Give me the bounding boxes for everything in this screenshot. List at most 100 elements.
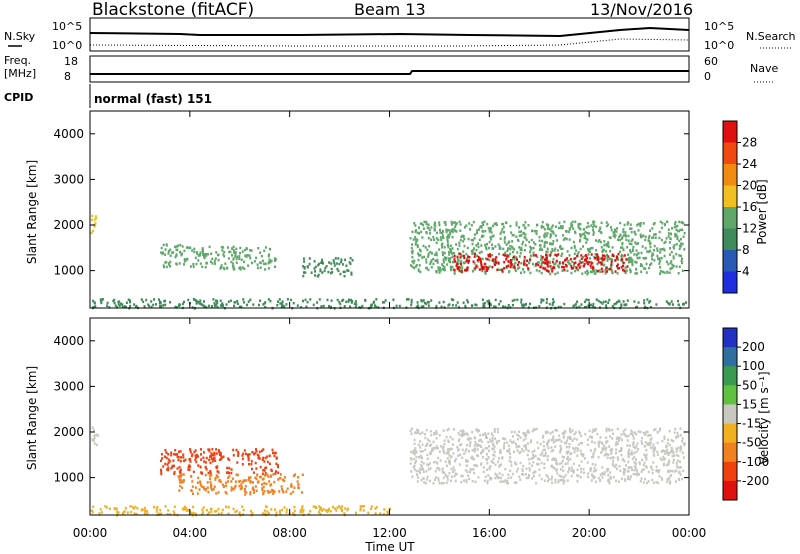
data-cell-velocity <box>465 480 468 484</box>
data-cell-velocity <box>237 450 240 454</box>
data-cell-power <box>540 224 543 228</box>
data-cell-velocity <box>188 458 191 461</box>
data-cell-power <box>203 304 206 308</box>
data-cell-velocity <box>247 478 250 482</box>
data-cell-power <box>204 266 207 269</box>
data-cell-velocity <box>601 449 604 453</box>
nave-tick-low: 0 <box>704 70 711 83</box>
data-cell-velocity <box>503 447 505 450</box>
data-cell-velocity <box>176 455 179 459</box>
data-cell-velocity <box>420 479 423 482</box>
data-cell-power <box>669 237 672 240</box>
data-cell-velocity <box>649 441 652 444</box>
data-cell-power <box>415 241 418 244</box>
data-cell-velocity <box>533 474 535 478</box>
data-cell-power <box>223 250 226 254</box>
data-cell-power <box>517 239 520 242</box>
data-cell-velocity <box>581 442 583 445</box>
data-cell-power <box>613 302 616 306</box>
data-cell-power <box>227 300 230 303</box>
data-cell-velocity <box>607 474 610 477</box>
data-cell-power <box>427 253 430 256</box>
data-cell-velocity <box>618 450 621 453</box>
data-cell-velocity <box>486 453 488 456</box>
data-cell-power <box>476 254 478 258</box>
data-cell-velocity <box>624 479 627 482</box>
data-cell-velocity <box>475 428 478 432</box>
data-cell-power <box>147 303 150 306</box>
data-cell-velocity <box>247 454 250 457</box>
data-cell-power <box>599 301 602 304</box>
data-cell-velocity <box>173 464 175 468</box>
data-cell-velocity <box>265 482 268 486</box>
data-cell-power <box>281 302 284 305</box>
data-cell-power <box>449 244 452 247</box>
data-cell-velocity <box>523 432 526 435</box>
data-cell-velocity <box>437 477 440 480</box>
data-cell-velocity <box>565 441 568 445</box>
data-cell-velocity <box>476 448 479 451</box>
data-cell-velocity <box>273 490 276 493</box>
data-cell-velocity <box>528 462 531 465</box>
data-cell-velocity <box>595 469 597 472</box>
data-cell-velocity <box>527 449 530 453</box>
data-cell-power <box>434 259 437 262</box>
data-cell-velocity <box>560 479 563 482</box>
data-cell-velocity <box>414 461 417 465</box>
data-cell-power <box>277 300 279 303</box>
data-cell-velocity <box>644 433 647 437</box>
data-cell-velocity <box>429 451 432 454</box>
data-cell-power <box>626 265 629 268</box>
data-cell-velocity <box>461 431 464 434</box>
data-cell-velocity <box>559 444 562 448</box>
data-cell-velocity <box>191 480 194 483</box>
data-cell-velocity <box>177 458 180 462</box>
data-cell-power <box>203 255 206 259</box>
data-cell-power <box>584 259 586 262</box>
nsky-trace <box>89 26 690 38</box>
data-cell-velocity <box>494 437 497 440</box>
data-cell-power <box>598 269 601 272</box>
data-cell-power <box>375 298 378 301</box>
data-cell-power <box>587 298 590 302</box>
data-cell-power <box>427 268 430 272</box>
data-cell-velocity <box>507 444 510 447</box>
data-cell-power <box>633 300 636 303</box>
data-cell-power <box>597 261 600 264</box>
data-cell-power <box>414 265 417 268</box>
data-cell-velocity <box>362 509 365 512</box>
data-cell-power <box>425 261 428 264</box>
data-cell-velocity <box>551 481 554 485</box>
data-cell-velocity <box>486 446 489 450</box>
data-cell-velocity <box>527 442 530 445</box>
data-cell-power <box>566 269 569 272</box>
data-cell-velocity <box>312 505 315 508</box>
data-cell-velocity <box>258 457 261 460</box>
data-cell-power <box>475 244 478 247</box>
data-cell-power <box>626 246 629 249</box>
data-cell-velocity <box>480 440 483 444</box>
data-cell-velocity <box>124 506 127 510</box>
data-cell-velocity <box>474 480 477 483</box>
data-cell-power <box>672 303 674 306</box>
data-cell-power <box>660 226 663 230</box>
data-cell-power <box>519 248 522 251</box>
data-cell-velocity <box>215 452 218 455</box>
data-cell-power <box>458 269 461 272</box>
data-cell-velocity <box>546 458 549 461</box>
data-cell-velocity <box>446 448 449 451</box>
data-cell-power <box>466 259 469 262</box>
data-cell-power <box>450 229 453 233</box>
data-cell-power <box>436 231 438 235</box>
data-cell-velocity <box>471 430 474 434</box>
data-cell-velocity <box>567 459 570 462</box>
data-cell-power <box>186 257 188 261</box>
data-cell-velocity <box>272 492 275 495</box>
data-cell-velocity <box>632 441 635 444</box>
data-cell-velocity <box>167 466 170 469</box>
data-cell-velocity <box>504 437 507 441</box>
data-cell-velocity <box>489 465 492 468</box>
data-cell-velocity <box>562 469 565 472</box>
data-cell-power <box>422 227 425 230</box>
data-cell-velocity <box>650 437 653 440</box>
